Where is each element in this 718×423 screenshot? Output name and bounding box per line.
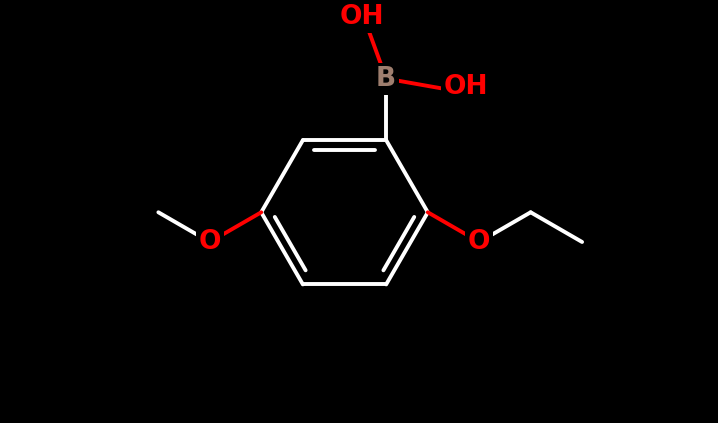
Text: O: O (199, 229, 221, 255)
Text: B: B (376, 66, 396, 92)
Text: OH: OH (444, 74, 489, 100)
Text: OH: OH (340, 4, 384, 30)
Text: O: O (468, 229, 490, 255)
